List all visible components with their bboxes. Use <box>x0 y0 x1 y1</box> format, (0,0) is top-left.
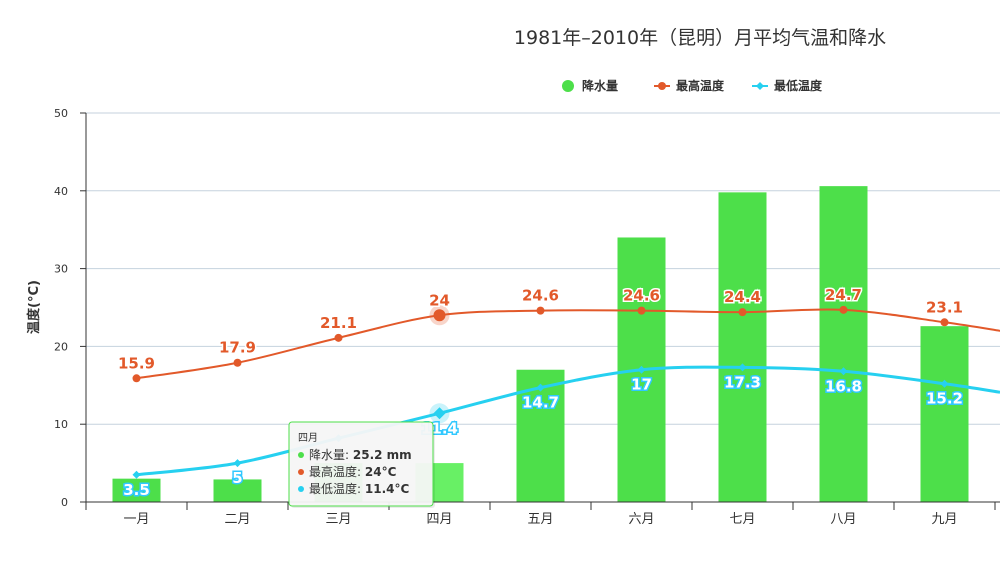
tooltip-row: 降水量: 25.2 mm <box>309 448 412 462</box>
tooltip-row-separator: : <box>357 482 365 496</box>
min-temp-data-label: 17.3 <box>724 373 761 391</box>
max-temp-data-label: 21.1 <box>320 314 357 332</box>
tooltip-row-separator: : <box>345 448 353 462</box>
min-temp-data-label: 3.5 <box>123 481 150 499</box>
series-line-min-temp <box>136 365 1000 477</box>
min-temp-data-label: 17 <box>631 376 652 394</box>
min-temp-point <box>536 383 545 392</box>
legend-marker <box>756 82 764 90</box>
tooltip-bullet <box>298 469 304 475</box>
min-temp-point <box>637 365 646 374</box>
legend-label: 最高温度 <box>676 78 725 93</box>
max-temp-data-label: 17.9 <box>219 339 256 357</box>
x-tick-label: 四月 <box>426 512 452 527</box>
x-tick-label: 三月 <box>325 512 351 527</box>
legend-marker <box>658 82 666 90</box>
max-temp-data-label: 24.4 <box>724 288 761 306</box>
max-temp-point <box>536 306 545 315</box>
max-temp-point <box>637 306 646 315</box>
legend-item: 最高温度 <box>654 78 725 93</box>
x-tick-label: 七月 <box>729 512 755 527</box>
tooltip-row-value: 25.2 mm <box>353 448 412 462</box>
tooltip-row-name: 降水量 <box>309 448 345 462</box>
min-temp-data-label: 15.2 <box>926 390 963 408</box>
tooltip-row-name: 最低温度 <box>309 481 357 496</box>
min-temp-point <box>839 367 848 376</box>
tooltip-row-separator: : <box>357 465 365 479</box>
max-temp-point <box>132 374 141 383</box>
max-temp-data-label: 24.7 <box>825 286 862 304</box>
x-tick-label: 九月 <box>931 512 957 527</box>
legend-label: 降水量 <box>582 78 618 93</box>
max-temp-data-label: 15.9 <box>118 354 155 372</box>
precipitation-bar <box>718 192 767 502</box>
tooltip-header: 四月 <box>298 432 318 444</box>
x-tick-label: 六月 <box>628 512 654 527</box>
data-labels: 15.9 17.9 21.1 24 24.6 24.6 24.4 24.7 23.1 3.5 5 11… <box>116 284 964 500</box>
legend-item: 最低温度 <box>752 78 823 93</box>
y-axis-label: 温度(°C) <box>26 280 42 334</box>
max-temp-point <box>433 309 446 322</box>
max-temp-data-label: 24.6 <box>522 287 559 305</box>
tooltip-row: 最高温度: 24°C <box>309 464 397 479</box>
tooltip-box <box>288 421 434 507</box>
x-tick-label: 五月 <box>527 512 553 527</box>
chart-title: 1981年–2010年（昆明）月平均气温和降水 <box>514 27 886 49</box>
y-tick-label: 10 <box>54 418 68 431</box>
max-temp-data-label: 24.6 <box>623 287 660 305</box>
x-tick-label: 八月 <box>830 512 856 527</box>
min-temp-data-label: 14.7 <box>522 394 559 412</box>
max-temp-point <box>334 333 343 342</box>
max-temp-point <box>839 305 848 314</box>
max-temp-point <box>940 318 949 327</box>
x-tick-label: 一月 <box>123 512 149 527</box>
legend: 降水量 最高温度 最低温度 <box>562 78 823 93</box>
precipitation-bar <box>112 478 161 502</box>
y-tick-label: 40 <box>54 185 68 198</box>
tooltip-row-name: 最高温度 <box>309 464 357 479</box>
y-tick-label: 50 <box>54 107 68 120</box>
tooltip-bullet <box>298 486 304 492</box>
y-tick-label: 0 <box>61 496 68 509</box>
legend-label: 最低温度 <box>774 78 823 93</box>
tooltip-row: 最低温度: 11.4°C <box>309 481 409 496</box>
tooltip-row-value: 24°C <box>365 465 397 479</box>
min-temp-point <box>433 407 446 420</box>
precipitation-bar <box>819 186 868 502</box>
max-temp-data-label: 23.1 <box>926 298 963 316</box>
tooltip-bullet <box>298 452 304 458</box>
lines-group <box>132 305 1000 479</box>
y-tick-label: 30 <box>54 263 68 276</box>
min-temp-point <box>132 470 141 479</box>
legend-swatch-bar <box>562 80 574 92</box>
min-temp-data-label: 16.8 <box>825 377 862 395</box>
series-line-max-temp <box>136 308 1000 380</box>
y-tick-label: 20 <box>54 340 68 353</box>
max-temp-data-label: 24 <box>429 291 450 309</box>
precipitation-bar <box>213 479 262 502</box>
min-temp-point <box>233 459 242 468</box>
x-tick-label: 二月 <box>224 512 250 527</box>
legend-item: 降水量 <box>562 78 618 93</box>
precipitation-bar <box>920 326 969 502</box>
max-temp-point <box>738 308 747 317</box>
min-temp-point <box>940 379 949 388</box>
max-temp-point <box>233 358 242 367</box>
tooltip-row-value: 11.4°C <box>365 482 410 496</box>
min-temp-point <box>738 363 747 372</box>
min-temp-data-label: 5 <box>232 469 242 487</box>
